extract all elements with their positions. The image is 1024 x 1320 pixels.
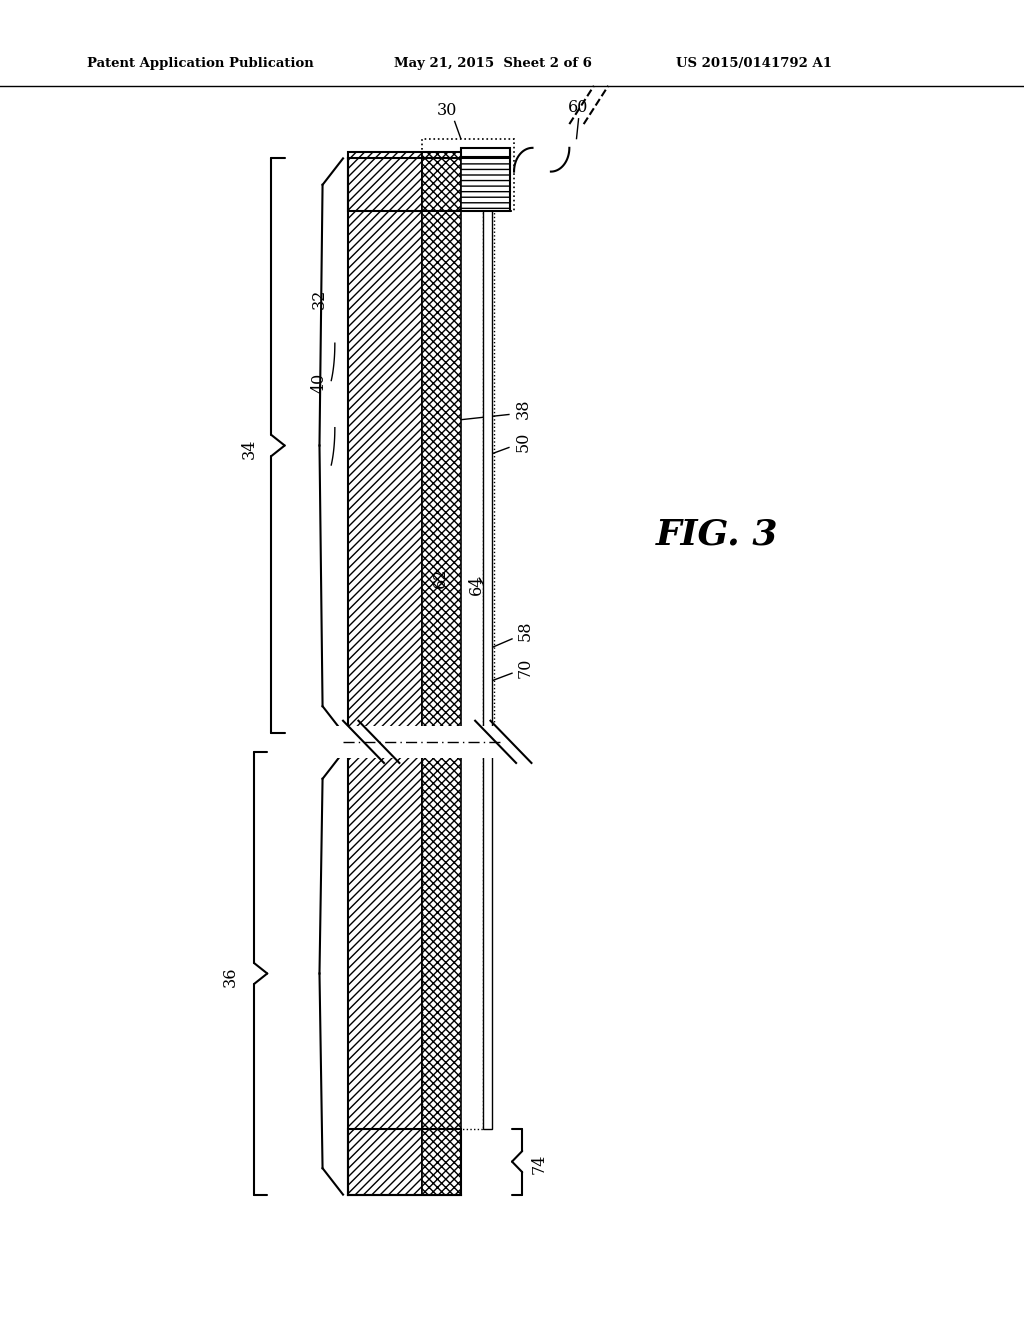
Bar [461,148,510,157]
Bar [348,152,422,211]
Text: May 21, 2015  Sheet 2 of 6: May 21, 2015 Sheet 2 of 6 [394,57,592,70]
Bar [422,1129,461,1195]
Text: US 2015/0141792 A1: US 2015/0141792 A1 [676,57,831,70]
Text: 60: 60 [568,99,589,116]
Bar [422,139,514,211]
Bar [422,752,461,1129]
Text: FIG. 3: FIG. 3 [655,517,778,552]
Bar [348,152,510,211]
Text: 34: 34 [241,438,257,459]
Bar [422,752,483,1129]
Text: 62: 62 [432,568,449,587]
Bar [422,158,461,733]
Text: 58: 58 [517,620,535,642]
Text: 36: 36 [222,966,239,987]
Bar [317,726,512,758]
Text: Patent Application Publication: Patent Application Publication [87,57,313,70]
Text: 38: 38 [515,399,532,420]
Bar [422,152,461,211]
Text: 72: 72 [447,1134,464,1155]
Text: 70: 70 [517,657,535,678]
Bar [348,1129,461,1195]
Text: 30: 30 [436,102,457,119]
Text: 74: 74 [530,1154,548,1175]
Bar [348,158,422,733]
Bar [483,158,492,733]
Text: 50: 50 [515,432,532,453]
Bar [461,152,510,211]
Bar [483,752,492,1129]
Text: 40: 40 [311,372,328,393]
Bar [348,1129,422,1195]
Bar [348,752,422,1195]
Text: 32: 32 [311,288,328,309]
Bar [483,158,494,733]
Text: 64: 64 [468,574,484,594]
